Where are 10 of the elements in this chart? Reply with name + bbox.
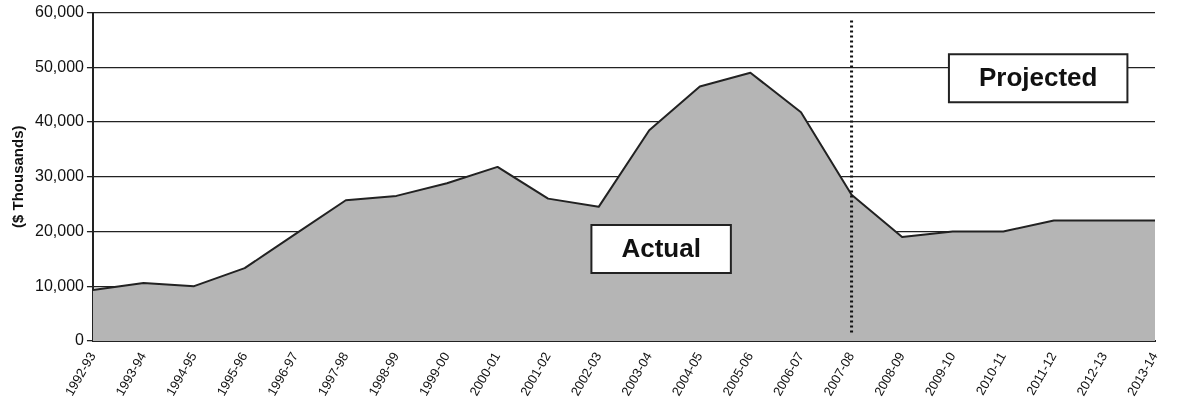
y-tick-label: 40,000	[35, 112, 85, 130]
y-tick-label: 60,000	[35, 3, 85, 21]
y-tick-label: 20,000	[35, 221, 85, 239]
y-tick-label: 10,000	[35, 276, 85, 294]
annotation: Projected	[978, 62, 1098, 93]
y-tick-label: 50,000	[35, 57, 85, 75]
y-tick-label: 30,000	[35, 167, 85, 185]
y-axis-title: ($ Thousands)	[9, 125, 27, 228]
annotation: Actual	[621, 233, 701, 264]
y-tick-label: 0	[75, 331, 85, 349]
